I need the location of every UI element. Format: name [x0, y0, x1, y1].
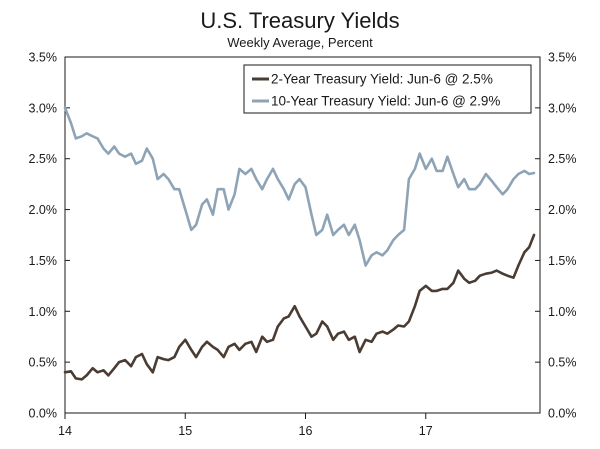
y-tick-label-left: 1.5%	[29, 254, 58, 268]
y-axis-right: 0.0% 0.5% 1.0% 1.5% 2.0% 2.5% 3.0% 3.5%	[535, 51, 577, 421]
x-axis: 14 15 16 17	[58, 413, 433, 438]
plot-area	[64, 56, 541, 414]
x-tick-label: 16	[299, 424, 313, 438]
y-tick-label-right: 0.0%	[548, 407, 577, 421]
legend-label-10yr: 10-Year Treasury Yield: Jun-6 @ 2.9%	[271, 94, 500, 109]
y-tick-label-left: 0.0%	[29, 407, 58, 421]
legend-box	[243, 64, 532, 114]
y-tick-label-right: 3.5%	[548, 51, 577, 65]
y-tick-label-left: 3.5%	[29, 51, 58, 65]
y-tick-label-right: 0.5%	[548, 356, 577, 370]
y-tick-label-right: 2.0%	[548, 203, 577, 217]
series-line-2yr	[63, 233, 536, 381]
series-layer	[63, 106, 536, 381]
y-tick-label-left: 2.0%	[29, 203, 58, 217]
x-tick-label: 17	[419, 424, 433, 438]
y-tick-label-left: 0.5%	[29, 356, 58, 370]
y-tick-label-left: 3.0%	[29, 101, 58, 115]
y-tick-label-right: 2.5%	[548, 152, 577, 166]
y-tick-label-left: 2.5%	[29, 152, 58, 166]
y-tick-label-left: 1.0%	[29, 305, 58, 319]
series-line-10yr	[63, 106, 536, 267]
y-axis-left: 0.0% 0.5% 1.0% 1.5% 2.0% 2.5% 3.0% 3.5%	[29, 51, 70, 421]
legend-label-2yr: 2-Year Treasury Yield: Jun-6 @ 2.5%	[271, 72, 493, 87]
x-tick-label: 15	[178, 424, 192, 438]
y-tick-label-right: 1.0%	[548, 305, 577, 319]
x-tick-label: 14	[58, 424, 72, 438]
y-tick-label-right: 3.0%	[548, 101, 577, 115]
chart-title: U.S. Treasury Yields	[200, 8, 399, 33]
y-tick-label-right: 1.5%	[548, 254, 577, 268]
chart-subtitle: Weekly Average, Percent	[227, 35, 373, 50]
legend: 2-Year Treasury Yield: Jun-6 @ 2.5% 10-Y…	[243, 64, 532, 114]
